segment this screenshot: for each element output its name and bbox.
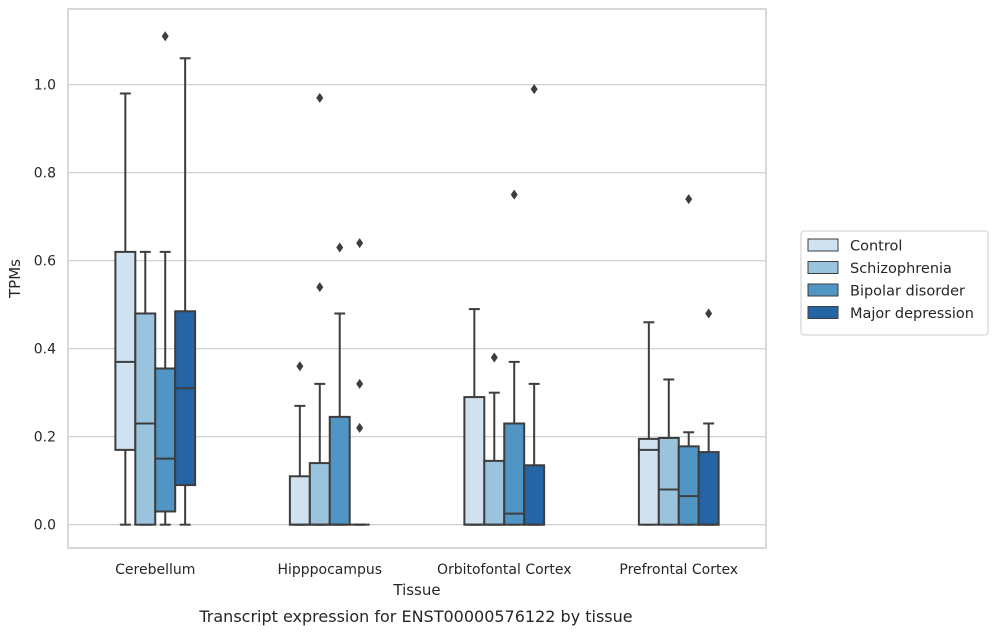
outlier-point — [490, 352, 498, 363]
legend-swatch — [807, 261, 839, 274]
legend-frame — [800, 230, 989, 336]
x-axis-label: Tissue — [392, 581, 440, 599]
outlier-point — [356, 422, 364, 433]
outlier-point — [336, 242, 344, 253]
box — [154, 367, 177, 513]
outlier-point — [296, 361, 304, 372]
box-group — [288, 361, 311, 526]
legend-label: Control — [850, 239, 902, 255]
figure-caption: Transcript expression for ENST0000057612… — [198, 607, 632, 626]
legend-swatch — [807, 283, 839, 297]
x-tick-label: Prefrontal Cortex — [619, 562, 738, 578]
box — [483, 459, 506, 526]
y-tick-labels: 0.0 0.2 0.4 0.6 0.8 1.0 — [34, 78, 56, 534]
box — [523, 464, 546, 526]
outlier-point — [530, 84, 538, 95]
y-tick-label: 1.0 — [34, 78, 56, 94]
y-tick-label: 0.4 — [34, 342, 56, 358]
legend-label: Schizophrenia — [850, 261, 952, 277]
box — [134, 312, 157, 526]
outlier-point — [685, 194, 693, 205]
box-group — [463, 308, 486, 526]
x-tick-label: Orbitofontal Cortex — [437, 562, 572, 578]
y-tick-label: 0.0 — [34, 518, 56, 534]
y-tick-label: 0.6 — [34, 254, 56, 270]
box-group — [174, 57, 197, 526]
legend: Control Schizophrenia Bipolar disorder Majo… — [800, 230, 989, 336]
x-tick-label: Cerebellum — [115, 562, 195, 578]
box-group — [677, 194, 700, 526]
legend-swatch — [807, 238, 839, 252]
y-axis-label: TPMs — [6, 259, 24, 299]
box — [114, 250, 137, 451]
box — [308, 462, 331, 526]
box-group — [503, 189, 526, 526]
box — [174, 310, 197, 487]
boxes-layer — [114, 31, 720, 526]
box — [328, 415, 351, 526]
box-group — [134, 250, 157, 526]
box-group — [349, 238, 370, 526]
outlier-point — [356, 378, 364, 389]
legend-swatch — [807, 306, 839, 319]
box — [677, 445, 700, 526]
x-tick-label: Hipppocampus — [277, 562, 382, 578]
box — [503, 422, 526, 526]
outlier-point — [161, 31, 169, 42]
outlier-point — [510, 189, 518, 200]
box-group — [328, 242, 351, 526]
legend-label: Major depression — [850, 306, 974, 322]
box-group — [308, 92, 331, 526]
box — [637, 437, 660, 526]
x-tick-labels: Cerebellum Hipppocampus Orbitofontal Corte… — [115, 562, 738, 578]
box — [697, 451, 720, 526]
outlier-point — [316, 92, 324, 103]
legend-label: Bipolar disorder — [850, 284, 965, 300]
box — [288, 475, 311, 526]
y-tick-label: 0.8 — [34, 166, 56, 182]
box-group — [657, 378, 680, 526]
box-group — [637, 321, 660, 526]
box-group — [114, 92, 137, 526]
outlier-point — [316, 282, 324, 293]
plot-area-frame — [67, 8, 767, 549]
outlier-point — [705, 308, 713, 319]
box — [657, 437, 680, 526]
box-group — [697, 308, 720, 526]
box-group — [483, 352, 506, 526]
box-group — [154, 31, 177, 526]
outlier-point — [356, 238, 364, 249]
box — [463, 396, 486, 526]
y-tick-label: 0.2 — [34, 430, 56, 446]
box-group — [523, 84, 546, 526]
